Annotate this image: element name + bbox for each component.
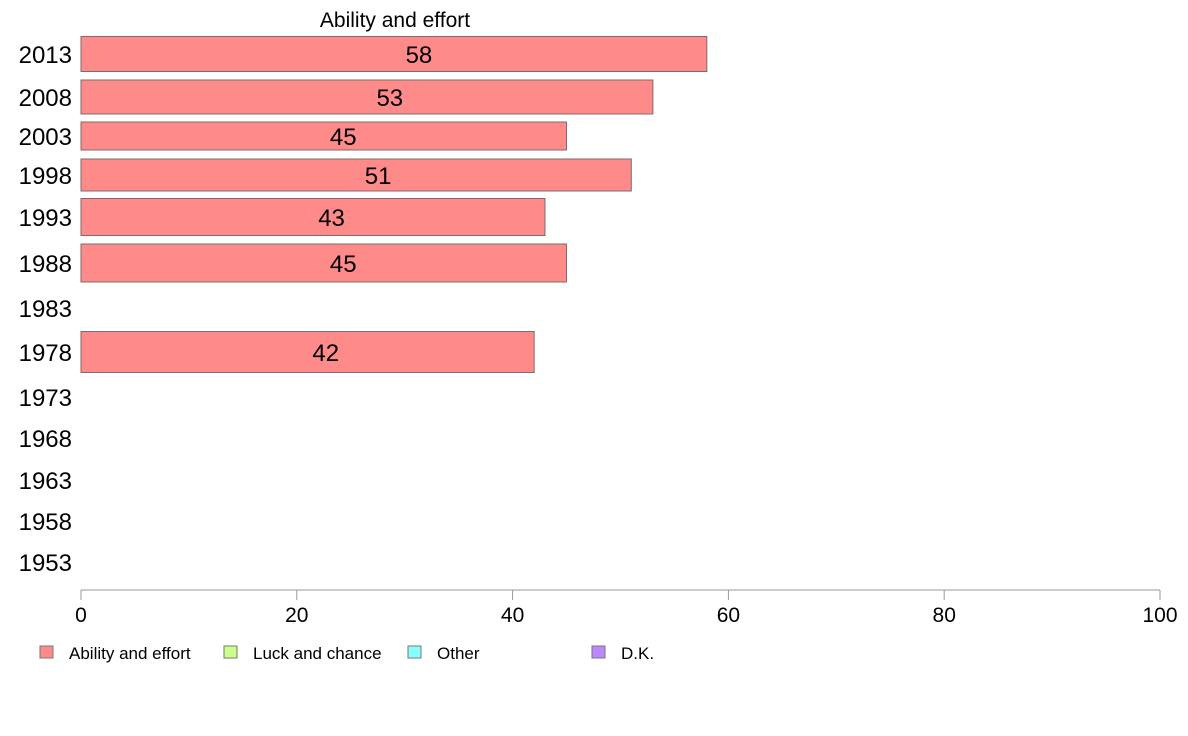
bar bbox=[80, 158, 632, 192]
category-label: 1958 bbox=[19, 509, 72, 536]
category-labels: 2013 2008 2003 1998 1993 1988 1983 1978 1973 1968… bbox=[19, 42, 72, 577]
legend-swatch bbox=[39, 645, 54, 659]
bar-value-label: 58 bbox=[406, 42, 433, 69]
bar-value-label: 51 bbox=[365, 163, 392, 190]
category-label: 2003 bbox=[19, 124, 72, 151]
chart-title: Ability and effort bbox=[320, 9, 470, 32]
x-tick-label: 40 bbox=[501, 604, 524, 627]
bar bbox=[80, 331, 535, 373]
legend-swatch bbox=[591, 645, 606, 659]
bar bbox=[80, 121, 568, 151]
bar bbox=[80, 79, 654, 115]
category-label: 1963 bbox=[19, 468, 72, 495]
legend-swatch bbox=[223, 645, 238, 659]
legend-label: D.K. bbox=[621, 644, 654, 663]
bar bbox=[80, 198, 546, 236]
x-axis: 0 20 40 60 80 100 bbox=[75, 589, 1178, 627]
bar-value-label: 45 bbox=[330, 124, 357, 151]
category-label: 2008 bbox=[19, 85, 72, 112]
bar bbox=[80, 36, 708, 72]
x-tick-label: 0 bbox=[75, 604, 87, 627]
x-tick-label: 80 bbox=[933, 604, 956, 627]
legend-label: Ability and effort bbox=[69, 644, 191, 663]
bar-value-label: 42 bbox=[312, 340, 339, 367]
category-label: 1973 bbox=[19, 385, 72, 412]
legend-label: Other bbox=[437, 644, 480, 663]
legend-label: Luck and chance bbox=[253, 644, 382, 663]
bar-value-label: 45 bbox=[330, 251, 357, 278]
x-tick-label: 60 bbox=[717, 604, 740, 627]
x-tick-label: 20 bbox=[285, 604, 308, 627]
bar-value-label: 53 bbox=[376, 85, 403, 112]
bar-value-label: 43 bbox=[318, 205, 345, 232]
legend-swatch bbox=[407, 645, 422, 659]
legend: Ability and effort Luck and chance Other D.… bbox=[39, 644, 654, 663]
category-label: 1998 bbox=[19, 163, 72, 190]
category-label: 1988 bbox=[19, 251, 72, 278]
category-label: 1983 bbox=[19, 296, 72, 323]
x-tick-label: 100 bbox=[1142, 604, 1177, 627]
category-label: 1968 bbox=[19, 426, 72, 453]
category-label: 2013 bbox=[19, 42, 72, 69]
category-label: 1993 bbox=[19, 205, 72, 232]
category-label: 1953 bbox=[19, 550, 72, 577]
bar bbox=[80, 243, 568, 283]
category-label: 1978 bbox=[19, 340, 72, 367]
